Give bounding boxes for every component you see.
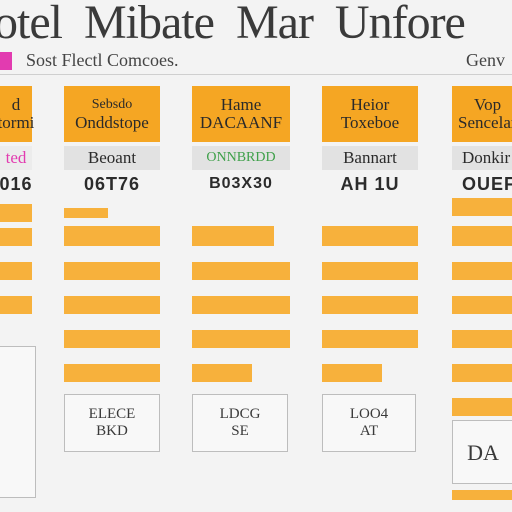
column-2-sub: Beoant xyxy=(64,146,160,170)
column-2-header: Sebsdo Onddstope xyxy=(64,86,160,142)
bar-c1-3 xyxy=(0,262,32,280)
column-3-number: B03X30 xyxy=(192,170,290,198)
box-3-line-1: LDCG xyxy=(219,406,261,422)
column-1: d tormi ted 016 xyxy=(0,86,35,198)
column-4-header-line-2: Toxeboe xyxy=(340,113,400,132)
column-5: Vop Sencelar Donkir OUEFI xyxy=(452,86,512,198)
column-4-header-line-1: Heior xyxy=(350,95,390,114)
box-5-line-1: DA xyxy=(467,439,499,465)
column-4-sub: Bannart xyxy=(322,146,418,170)
column-1-header: d tormi xyxy=(0,86,35,142)
column-2-number-text: 06T76 xyxy=(83,173,141,194)
bar-c5-1 xyxy=(452,198,512,216)
box-3-line-2: SE xyxy=(231,423,249,439)
box-4-line-1: LOO4 xyxy=(349,406,389,422)
bar-c3-5 xyxy=(192,364,252,382)
column-5-number-text: OUEFI xyxy=(462,173,512,194)
column-2-number: 06T76 xyxy=(64,170,160,198)
column-3-header-line-2: DACAANF xyxy=(199,113,283,132)
column-1-sub-text: ted xyxy=(5,148,27,167)
box-4: LOO4 AT xyxy=(322,394,416,452)
bar-c4-2 xyxy=(322,262,418,280)
bar-c2-1 xyxy=(64,208,108,218)
box-4-line-2: AT xyxy=(359,423,379,439)
accent-mark xyxy=(0,52,12,70)
bar-c3-4 xyxy=(192,330,290,348)
box-3: LDCG SE xyxy=(192,394,288,452)
column-4: Heior Toxeboe Bannart AH 1U xyxy=(322,86,418,198)
box-2: ELECE BKD xyxy=(64,394,160,452)
bar-c5-8 xyxy=(452,490,512,500)
column-5-header-line-2: Sencelar xyxy=(458,113,512,132)
bar-c1-1 xyxy=(0,204,32,222)
bar-c2-4 xyxy=(64,296,160,314)
column-4-sub-text: Bannart xyxy=(343,148,397,167)
column-3-sub: ONNBRDD xyxy=(192,146,290,170)
column-5-sub-text: Donkir xyxy=(462,148,511,167)
subtitle: Sost Flectl Comcoes. xyxy=(26,50,179,70)
bar-c4-5 xyxy=(322,364,382,382)
bar-c4-3 xyxy=(322,296,418,314)
column-4-header: Heior Toxeboe xyxy=(322,86,418,142)
column-2-header-line-2: Onddstope xyxy=(75,113,149,132)
box-2-line-1: ELECE xyxy=(88,406,136,422)
column-4-number-text: AH 1U xyxy=(340,173,400,194)
column-5-sub: Donkir xyxy=(452,146,512,170)
bar-c5-5 xyxy=(452,330,512,348)
page-title: otel Mibate Mar Unfore xyxy=(0,0,512,48)
column-2: Sebsdo Onddstope Beoant 06T76 xyxy=(64,86,160,198)
box-5: DA xyxy=(452,420,512,484)
column-1-number-text: 016 xyxy=(0,173,33,194)
box-1 xyxy=(0,346,36,498)
column-3-header: Hame DACAANF xyxy=(192,86,290,142)
bar-c4-4 xyxy=(322,330,418,348)
column-5-header-line-1: Vop xyxy=(474,95,502,114)
bar-c2-5 xyxy=(64,330,160,348)
bar-c2-2 xyxy=(64,226,160,246)
bar-c3-1 xyxy=(192,226,274,246)
bar-c5-7 xyxy=(452,398,512,416)
bar-c1-2 xyxy=(0,228,32,246)
column-5-header: Vop Sencelar xyxy=(452,86,512,142)
column-3-sub-text: ONNBRDD xyxy=(206,150,276,165)
right-subtitle: Genv xyxy=(466,50,505,70)
title-word-2: Mibate xyxy=(83,0,215,49)
column-1-header-line-2: tormi xyxy=(0,113,35,132)
column-2-sub-text: Beoant xyxy=(87,148,137,167)
column-1-sub: ted xyxy=(0,146,32,170)
bar-c2-3 xyxy=(64,262,160,280)
title-word-4: Unfore xyxy=(334,0,466,49)
box-2-line-2: BKD xyxy=(96,423,128,439)
title-word-3: Mar xyxy=(235,0,314,49)
bar-c4-1 xyxy=(322,226,418,246)
column-5-number: OUEFI xyxy=(452,170,512,198)
bar-c3-2 xyxy=(192,262,290,280)
header-divider xyxy=(0,74,512,75)
bar-c2-6 xyxy=(64,364,160,382)
column-3-number-text: B03X30 xyxy=(209,175,273,192)
column-1-number: 016 xyxy=(0,170,32,198)
column-4-number: AH 1U xyxy=(322,170,418,198)
column-3: Hame DACAANF ONNBRDD B03X30 xyxy=(192,86,290,198)
bar-c5-6 xyxy=(452,364,512,382)
bar-c3-3 xyxy=(192,296,290,314)
column-3-header-line-1: Hame xyxy=(220,95,262,114)
bar-c5-2 xyxy=(452,226,512,246)
bar-c5-3 xyxy=(452,262,512,280)
bar-c5-4 xyxy=(452,296,512,314)
title-word-1: otel xyxy=(0,0,63,49)
column-2-header-line-1: Sebsdo xyxy=(91,97,133,112)
column-1-header-line-1: d xyxy=(11,95,21,114)
bar-c1-4 xyxy=(0,296,32,314)
